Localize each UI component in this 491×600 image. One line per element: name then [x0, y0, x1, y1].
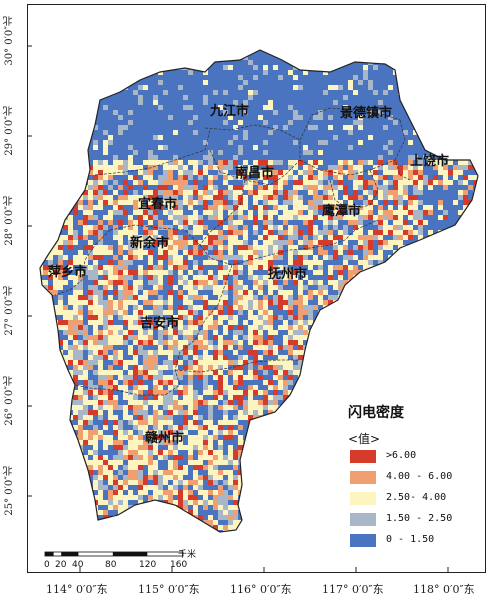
city-label-pingxiang: 萍乡市: [48, 265, 88, 280]
city-label-ganzhou: 赣州市: [145, 431, 185, 446]
lat-label-25: 25° 0′0″北: [4, 466, 15, 516]
lat-label-30: 30° 0′0″北: [4, 16, 15, 66]
legend: 闪电密度 <值> >6.00 4.00 - 6.00 2.50- 4.00 1.50 …: [348, 402, 483, 552]
scale-label-80: 80: [105, 560, 117, 570]
legend-label: >6.00: [386, 450, 417, 461]
scale-label-20: 20: [55, 560, 67, 570]
scale-bar: [44, 551, 184, 557]
legend-label: 0 - 1.50: [386, 534, 435, 545]
lon-label-114: 114° 0′0″东: [46, 583, 108, 596]
scale-label-120: 120: [139, 560, 157, 570]
legend-swatch: [350, 513, 376, 526]
lon-label-117: 117° 0′0″东: [322, 583, 384, 596]
lat-label-28: 28° 0′0″北: [4, 196, 15, 246]
scale-label-0: 0: [44, 560, 50, 570]
lat-label-26: 26° 0′0″北: [4, 376, 15, 426]
lat-label-29: 29° 0′0″北: [4, 106, 15, 156]
scale-label-40: 40: [72, 560, 84, 570]
legend-swatch: [350, 471, 376, 484]
legend-item: 1.50 - 2.50: [348, 511, 483, 531]
legend-item: 0 - 1.50: [348, 532, 483, 552]
city-label-yingtan: 鹰潭市: [322, 204, 362, 219]
legend-item: 4.00 - 6.00: [348, 469, 483, 489]
city-label-jiujiang: 九江市: [210, 104, 250, 119]
city-label-jian: 吉安市: [140, 316, 180, 331]
legend-swatch: [350, 450, 376, 463]
lon-label-116: 116° 0′0″东: [230, 583, 292, 596]
scale-unit: 千米: [178, 550, 197, 560]
legend-item: 2.50- 4.00: [348, 490, 483, 510]
city-label-fuzhou: 抚州市: [268, 267, 308, 282]
boundaries: [54, 107, 411, 396]
legend-item: >6.00: [348, 448, 483, 468]
lon-label-115: 115° 0′0″东: [138, 583, 200, 596]
lat-ticks: [27, 45, 32, 497]
legend-title: 闪电密度: [348, 405, 404, 421]
legend-subtitle: <值>: [348, 432, 381, 446]
city-label-shangrao: 上饶市: [410, 154, 450, 169]
legend-label: 2.50- 4.00: [386, 492, 447, 503]
city-label-jingdezhen: 景德镇市: [340, 106, 393, 121]
city-label-yichun: 宜春市: [138, 197, 178, 212]
lon-label-118: 118° 0′0″东: [413, 583, 475, 596]
legend-swatch: [350, 534, 376, 547]
legend-label: 1.50 - 2.50: [386, 513, 453, 524]
legend-label: 4.00 - 6.00: [386, 471, 453, 482]
lat-label-27: 27° 0′0″北: [4, 286, 15, 336]
city-label-nanchang: 南昌市: [235, 166, 275, 181]
lon-ticks: [79, 567, 449, 572]
legend-swatch: [350, 492, 376, 505]
scale-label-160: 160: [170, 560, 188, 570]
city-label-xinyu: 新余市: [130, 236, 170, 251]
